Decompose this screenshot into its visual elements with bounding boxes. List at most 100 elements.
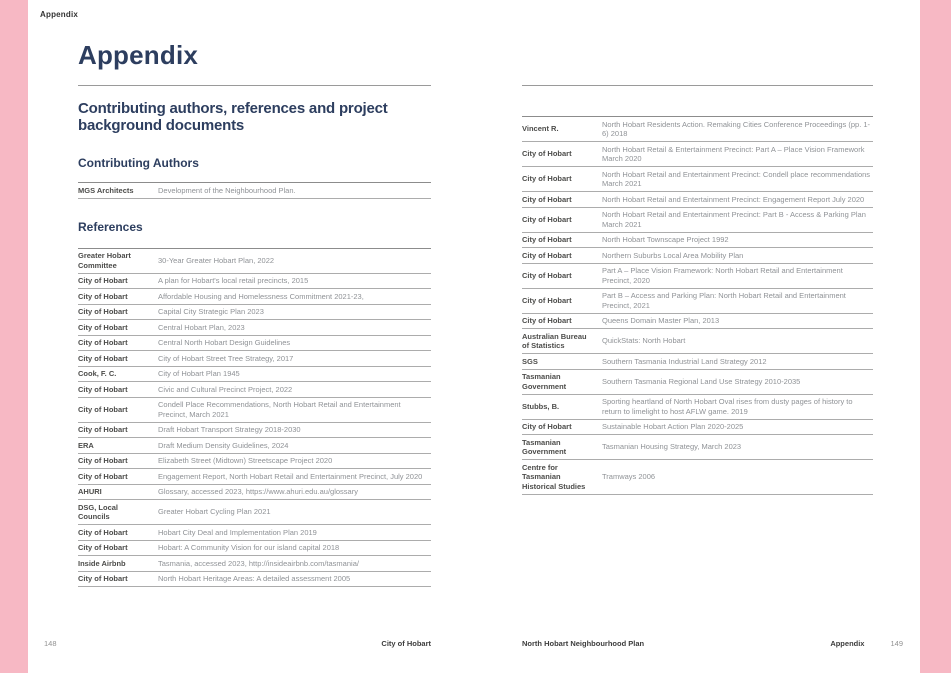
table-row: Centre for Tasmanian Historical Studies T… <box>522 460 873 495</box>
reference-author: City of Hobart <box>78 574 128 583</box>
reference-author: City of Hobart <box>78 338 128 347</box>
reference-author: Greater Hobart Committee <box>78 251 131 270</box>
reference-author: City of Hobart <box>522 250 572 260</box>
table-row: City of Hobart Central North Hobart Desig… <box>78 336 431 351</box>
table-row: Australian Bureau of Statistics QuickStat… <box>522 329 873 354</box>
table-row: MGS Architects Development of the Neighbo… <box>78 183 431 199</box>
reference-author: Centre for Tasmanian Historical Studies <box>522 462 586 491</box>
table-row: City of Hobart Northern Suburbs Local Are… <box>522 248 873 264</box>
reference-work: Elizabeth Street (Midtown) Streetscape P… <box>158 456 333 465</box>
reference-work: Civic and Cultural Precinct Project, 202… <box>158 384 293 394</box>
reference-author: Australian Bureau of Statistics <box>522 331 587 351</box>
reference-author: City of Hobart <box>78 276 128 285</box>
title-rule <box>522 85 873 86</box>
contributing-authors-heading: Contributing Authors <box>78 156 199 170</box>
footer-left: 148 City of Hobart <box>44 639 431 648</box>
reference-author: City of Hobart <box>522 149 572 159</box>
reference-author: City of Hobart <box>522 214 572 224</box>
reference-work: Central North Hobart Design Guidelines <box>158 338 291 347</box>
reference-author: City of Hobart <box>78 384 128 394</box>
reference-work: North Hobart Residents Action. Remaking … <box>602 119 871 139</box>
reference-author: Cook, F. C. <box>78 369 117 378</box>
reference-author: City of Hobart <box>78 456 128 465</box>
reference-author: City of Hobart <box>522 422 572 431</box>
reference-author: City of Hobart <box>78 307 128 316</box>
table-row: City of Hobart North Hobart Heritage Area… <box>78 572 431 587</box>
reference-author: SGS <box>522 356 538 366</box>
reference-work: Queens Domain Master Plan, 2013 <box>602 316 720 325</box>
reference-work: City of Hobart Street Tree Strategy, 201… <box>158 353 294 363</box>
page-number-right: 149 <box>890 639 903 648</box>
reference-work: North Hobart Retail and Entertainment Pr… <box>602 169 871 189</box>
reference-work: Draft Hobart Transport Strategy 2018-203… <box>158 425 301 434</box>
reference-work: Tasmania, accessed 2023, http://insideai… <box>158 558 359 568</box>
table-row: City of Hobart Hobart: A Community Vision… <box>78 541 431 556</box>
reference-author: Inside Airbnb <box>78 558 126 568</box>
reference-work: Sustainable Hobart Action Plan 2020-2025 <box>602 422 744 431</box>
table-row: City of Hobart North Hobart Retail and En… <box>522 167 873 192</box>
reference-work: 30-Year Greater Hobart Plan, 2022 <box>158 255 275 265</box>
reference-work: Condell Place Recommendations, North Hob… <box>158 400 401 419</box>
table-row: City of Hobart City of Hobart Street Tree… <box>78 351 431 367</box>
table-row: City of Hobart Draft Hobart Transport Str… <box>78 423 431 438</box>
reference-author: Tasmanian Government <box>522 437 567 457</box>
table-row: City of Hobart Affordable Housing and Hom… <box>78 289 431 305</box>
reference-work: A plan for Hobart's local retail precinc… <box>158 276 309 285</box>
table-row: City of Hobart Elizabeth Street (Midtown)… <box>78 454 431 469</box>
table-row: City of Hobart North Hobart Retail & Ente… <box>522 142 873 167</box>
reference-author: City of Hobart <box>522 316 572 325</box>
reference-author: ERA <box>78 440 94 450</box>
table-row: AHURI Glossary, accessed 2023, https://ww… <box>78 485 431 500</box>
reference-work: North Hobart Townscape Project 1992 <box>602 235 729 244</box>
reference-author: City of Hobart <box>522 270 572 280</box>
table-row: City of Hobart A plan for Hobart's local … <box>78 274 431 289</box>
reference-work: Hobart: A Community Vision for our islan… <box>158 543 340 552</box>
left-accent-bar <box>0 0 28 673</box>
reference-work: QuickStats: North Hobart <box>602 336 686 346</box>
reference-work: North Hobart Retail and Entertainment Pr… <box>602 194 865 204</box>
table-row: City of Hobart Part A – Place Vision Fram… <box>522 264 873 289</box>
page-left: Appendix Contributing authors, reference… <box>78 0 431 587</box>
table-row: Inside Airbnb Tasmania, accessed 2023, ht… <box>78 556 431 572</box>
table-row: DSG, Local Councils Greater Hobart Cyclin… <box>78 500 431 525</box>
page-number-left: 148 <box>44 639 57 648</box>
reference-author: AHURI <box>78 487 102 496</box>
reference-work: Part B – Access and Parking Plan: North … <box>602 291 846 310</box>
reference-work: Part A – Place Vision Framework: North H… <box>602 266 843 285</box>
reference-work: Tramways 2006 <box>602 472 656 481</box>
table-row: City of Hobart North Hobart Retail and En… <box>522 192 873 208</box>
table-row: Vincent R. North Hobart Residents Action.… <box>522 117 873 142</box>
table-row: City of Hobart Condell Place Recommendati… <box>78 398 431 423</box>
table-row: City of Hobart North Hobart Townscape Pro… <box>522 233 873 248</box>
table-row: Cook, F. C. City of Hobart Plan 1945 <box>78 367 431 382</box>
running-head: Appendix <box>40 10 79 19</box>
reference-work: Hobart City Deal and Implementation Plan… <box>158 527 317 537</box>
reference-author: City of Hobart <box>78 425 128 434</box>
reference-work: City of Hobart Plan 1945 <box>158 369 240 378</box>
reference-author: Stubbs, B. <box>522 401 560 411</box>
reference-author: City of Hobart <box>78 322 128 332</box>
references-heading: References <box>78 219 143 234</box>
table-row: City of Hobart Sustainable Hobart Action … <box>522 420 873 435</box>
table-row: Stubbs, B. Sporting heartland of North Ho… <box>522 395 873 420</box>
references-table-left: Greater Hobart Committee 30-Year Greater … <box>78 247 431 587</box>
reference-work: Sporting heartland of North Hobart Oval … <box>602 397 853 416</box>
reference-work: North Hobart Heritage Areas: A detailed … <box>158 574 351 583</box>
references-table-right: Vincent R. North Hobart Residents Action.… <box>522 116 873 495</box>
table-row: City of Hobart Queens Domain Master Plan,… <box>522 314 873 329</box>
section-subtitle: Contributing authors, references and pro… <box>78 100 388 134</box>
page-title: Appendix <box>78 40 199 70</box>
reference-work: Engagement Report, North Hobart Retail a… <box>158 471 423 481</box>
table-row: City of Hobart Part B – Access and Parkin… <box>522 289 873 314</box>
title-rule <box>78 85 431 86</box>
footer-brand: City of Hobart <box>381 639 431 648</box>
reference-author: City of Hobart <box>522 174 572 184</box>
contributing-authors-table: MGS Architects Development of the Neighbo… <box>78 182 431 199</box>
table-row: City of Hobart Central Hobart Plan, 2023 <box>78 320 431 336</box>
reference-author: City of Hobart <box>78 404 128 414</box>
right-accent-bar <box>920 0 951 673</box>
reference-author: DSG, Local Councils <box>78 502 119 522</box>
table-row: Tasmanian Government Tasmanian Housing St… <box>522 435 873 460</box>
reference-author: City of Hobart <box>522 235 572 244</box>
reference-work: North Hobart Retail & Entertainment Prec… <box>602 144 865 164</box>
